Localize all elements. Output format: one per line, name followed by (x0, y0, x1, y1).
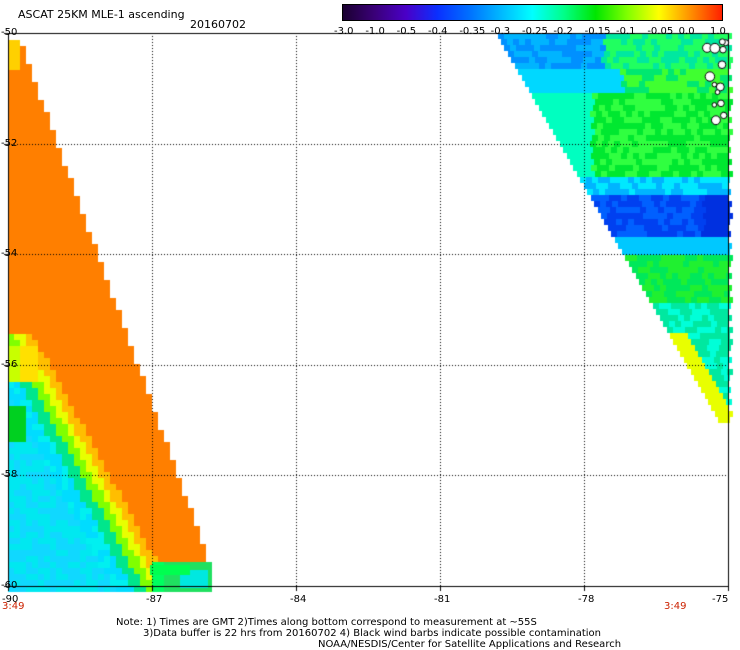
colorbar-tick-label: 1.0 (710, 26, 726, 37)
colorbar-tick-label: -0.15 (584, 26, 611, 37)
colorbar-tick-label: 0.0 (678, 26, 695, 37)
colorbar-tick-label: -0.35 (459, 26, 486, 37)
lon-tick-label: -81 (434, 594, 451, 605)
colorbar-tick-label: -0.5 (396, 26, 417, 37)
time-label-left: 3:49 (2, 601, 25, 612)
colorbar-tick-label: -0.05 (647, 26, 674, 37)
lat-tick-label: -56 (1, 358, 18, 370)
chart-date: 20160702 (190, 18, 246, 31)
lat-tick-label: -52 (1, 137, 18, 149)
lon-tick-label: -90 (2, 594, 19, 605)
lat-tick-label: -58 (1, 469, 18, 481)
colorbar-tick-label: -1.0 (365, 26, 385, 37)
lon-tick-label: -84 (290, 594, 307, 605)
time-label-right: 3:49 (664, 601, 687, 612)
note-line-3: NOAA/NESDIS/Center for Satellite Applica… (318, 639, 622, 650)
colorbar-tick-label: -3.0 (334, 26, 354, 37)
lat-tick-label: -50 (1, 27, 18, 38)
colorbar (342, 4, 723, 21)
lat-tick-label: -54 (1, 248, 18, 260)
lon-tick-label: -75 (712, 594, 729, 605)
colorbar-tick-label: -0.4 (428, 26, 448, 37)
chart-title: ASCAT 25KM MLE-1 ascending (18, 8, 185, 21)
colorbar-tick-label: -0.25 (522, 26, 548, 37)
note-line-1: Note: 1) Times are GMT 2)Times along bot… (116, 617, 537, 628)
lon-tick-label: -87 (146, 594, 163, 605)
colorbar-tick-label: -0.1 (616, 26, 636, 37)
colorbar-tick-label: -0.2 (553, 26, 573, 37)
note-line-2: 3)Data buffer is 22 hrs from 20160702 4)… (143, 628, 601, 639)
colorbar-tick-label: -0.3 (490, 26, 511, 37)
lat-tick-label: -60 (1, 580, 18, 591)
lon-tick-label: -78 (578, 594, 595, 605)
